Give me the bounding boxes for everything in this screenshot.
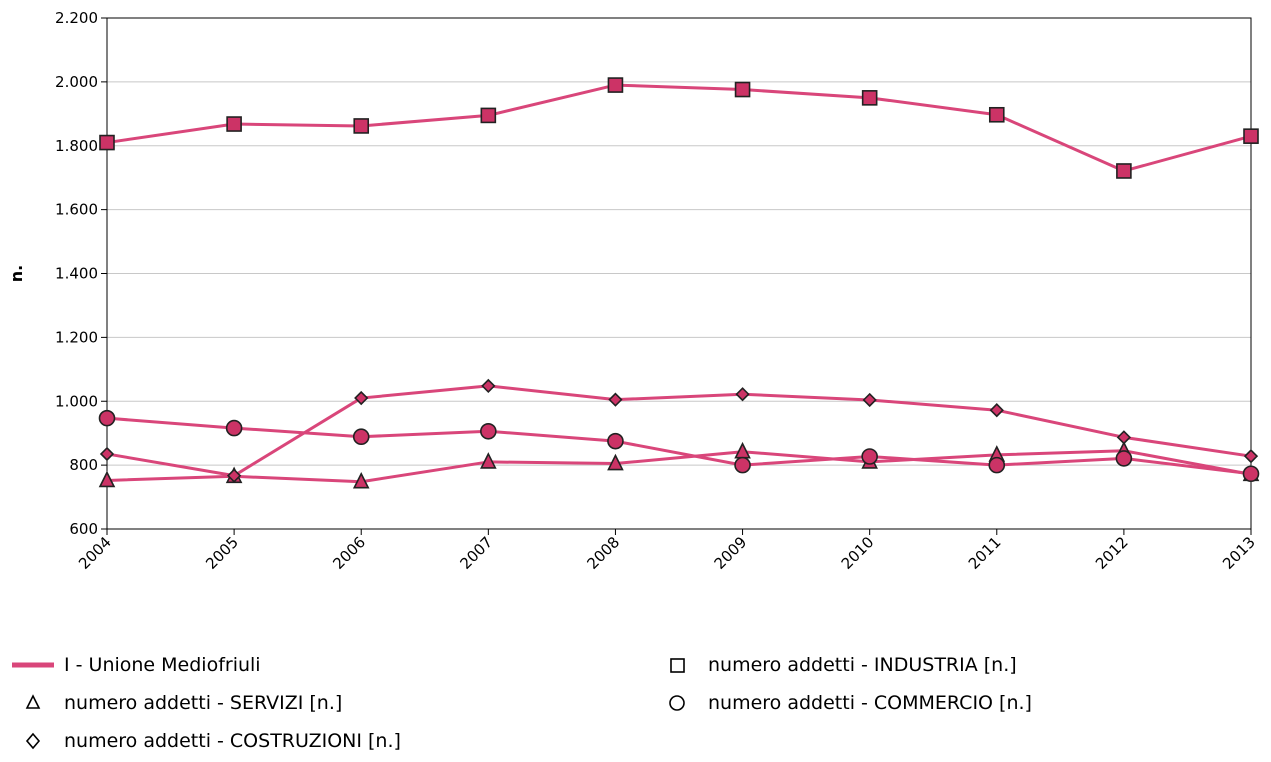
data-point <box>225 419 243 437</box>
y-tick-label: 1.000 <box>55 392 98 410</box>
diamond-icon <box>12 730 54 752</box>
legend: I - Unione Mediofriuli numero addetti - … <box>0 648 1271 758</box>
x-tick-label: 2005 <box>202 533 242 573</box>
legend-item-label: numero addetti - SERVIZI [n.] <box>64 692 343 714</box>
x-tick-label: 2011 <box>965 533 1005 573</box>
legend-item-label: numero addetti - INDUSTRIA [n.] <box>708 654 1017 676</box>
legend-item-servizi: numero addetti - SERVIZI [n.] <box>12 692 342 714</box>
data-point <box>735 387 750 402</box>
data-point <box>861 90 878 106</box>
data-point <box>98 470 116 488</box>
x-tick-label: 2006 <box>329 533 369 573</box>
data-point <box>226 468 242 483</box>
series-line <box>106 384 1252 478</box>
data-point <box>989 403 1004 418</box>
y-tick-label: 2.000 <box>55 73 98 91</box>
legend-item-label: numero addetti - COSTRUZIONI [n.] <box>64 730 401 752</box>
y-tick-label: 1.600 <box>55 201 98 219</box>
series-layer <box>98 77 1260 489</box>
y-tick-label: 1.800 <box>55 137 98 155</box>
x-tick-label: 2010 <box>838 533 878 573</box>
x-tick-label: 2004 <box>75 533 115 573</box>
data-point <box>608 392 623 407</box>
line-chart: 600 800 1.000 1.200 1.400 1.600 1.800 2.000 2.20… <box>7 9 1260 573</box>
data-point <box>99 446 115 462</box>
series-line <box>106 449 1252 484</box>
legend-entity: I - Unione Mediofriuli <box>12 654 261 676</box>
y-tick-label: 800 <box>69 456 98 474</box>
data-point <box>988 106 1005 123</box>
data-point <box>607 77 624 93</box>
data-point <box>480 452 497 469</box>
data-point <box>1242 465 1260 483</box>
data-point <box>99 134 115 151</box>
legend-item-costruzioni: numero addetti - COSTRUZIONI [n.] <box>12 730 401 752</box>
legend-entity-label: I - Unione Mediofriuli <box>64 654 261 676</box>
data-point <box>226 116 242 132</box>
data-point <box>354 390 369 406</box>
data-point <box>988 456 1006 474</box>
data-point <box>98 409 116 427</box>
x-tick-label: 2009 <box>711 533 751 573</box>
y-tick-label: 2.200 <box>55 9 98 27</box>
data-point <box>1116 163 1132 179</box>
legend-item-label: numero addetti - COMMERCIO [n.] <box>708 692 1032 714</box>
data-point <box>352 428 370 446</box>
x-tick-label: 2013 <box>1219 533 1259 573</box>
line-swatch-icon <box>12 654 54 676</box>
legend-item-industria: numero addetti - INDUSTRIA [n.] <box>656 654 1017 676</box>
x-tick-label: 2008 <box>584 533 624 573</box>
data-point <box>861 448 878 465</box>
legend-item-commercio: numero addetti - COMMERCIO [n.] <box>656 692 1032 714</box>
series-line <box>106 416 1252 476</box>
square-icon <box>656 654 698 676</box>
data-point <box>607 432 624 450</box>
x-tick-label: 2007 <box>456 533 496 573</box>
data-point <box>353 118 370 134</box>
triangle-icon <box>12 692 54 714</box>
data-point <box>481 378 496 394</box>
y-tick-label: 1.400 <box>55 265 98 283</box>
y-axis-title: n. <box>7 265 26 282</box>
grid-lines <box>107 81 1251 466</box>
data-point <box>734 81 751 98</box>
plot-frame <box>106 17 1252 530</box>
y-tick-label: 600 <box>69 520 98 538</box>
y-tick-label: 1.200 <box>55 328 98 346</box>
series-line <box>106 83 1252 173</box>
data-point <box>607 453 624 471</box>
data-point <box>1243 449 1259 464</box>
data-point <box>480 107 497 124</box>
data-point <box>734 456 751 474</box>
x-tick-label: 2012 <box>1092 533 1132 573</box>
tick-labels: 600 800 1.000 1.200 1.400 1.600 1.800 2.000 2.20… <box>55 9 1259 573</box>
data-point <box>862 392 877 408</box>
data-point <box>352 471 370 489</box>
data-point <box>1115 450 1133 467</box>
data-point <box>1243 128 1259 144</box>
data-point <box>1116 430 1132 445</box>
circle-icon <box>656 692 698 714</box>
data-point <box>480 422 497 440</box>
